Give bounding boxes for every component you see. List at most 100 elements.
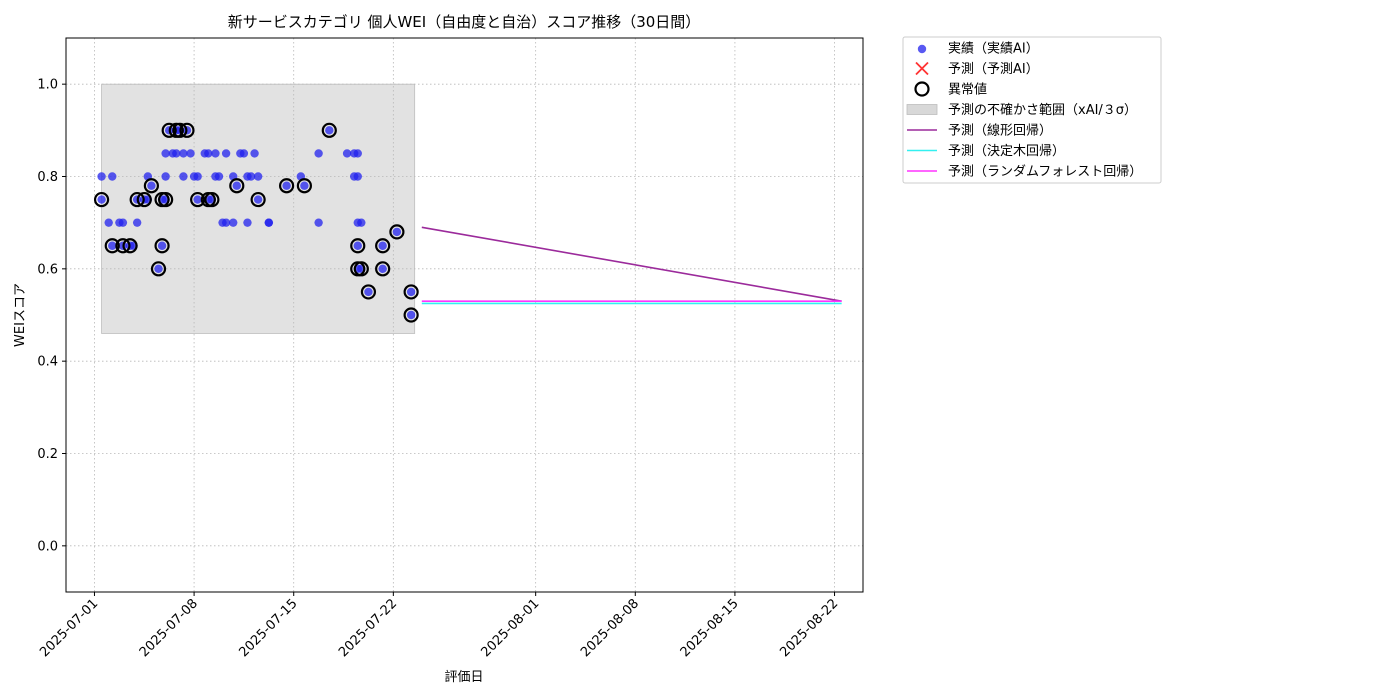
anomaly-marker (136, 191, 152, 208)
x-tick-label: 2025-07-15 (237, 596, 301, 660)
actual-point (193, 172, 202, 181)
x-axis-label: 評価日 (444, 670, 483, 685)
anomaly-marker (161, 122, 177, 138)
actual-point (353, 241, 362, 250)
forecast-line-layer (421, 226, 842, 305)
actual-point (204, 149, 213, 158)
actual-point (239, 149, 249, 158)
anomaly-marker (229, 178, 245, 194)
uncertainty-band (101, 83, 416, 334)
actual-point (342, 149, 352, 158)
actual-point (264, 218, 274, 227)
forecast-line (421, 226, 842, 302)
anomaly-marker (179, 122, 195, 138)
actual-point (221, 218, 231, 227)
uncertainty-band-layer (101, 83, 416, 334)
anomaly-marker (154, 238, 170, 254)
legend-label: 予測の不確かさ範囲（xAI/３σ） (948, 102, 1137, 118)
x-axis-ticks: 2025-07-01 2025-07-08 2025-07-15 2025-07-22… (37, 592, 841, 660)
anomaly-marker (389, 224, 405, 240)
actual-point (357, 218, 366, 227)
anomaly-marker (143, 178, 159, 194)
anomaly-marker (129, 191, 145, 208)
anomaly-marker (104, 238, 120, 254)
actual-point (108, 172, 117, 181)
actual-point-layer (97, 126, 416, 320)
anomaly-marker (375, 261, 391, 277)
y-tick-label: 0.4 (37, 355, 58, 370)
actual-point (314, 218, 323, 227)
y-axis-label: WEIスコア (13, 283, 28, 347)
x-tick-label: 2025-07-01 (37, 596, 101, 660)
actual-point (353, 149, 362, 158)
legend-frame (902, 36, 1162, 184)
legend-label: 予測（ランダムフォレスト回帰） (948, 164, 1142, 180)
y-tick-label: 0.2 (37, 447, 58, 462)
y-tick-label: 0.6 (37, 262, 58, 277)
actual-point (118, 218, 128, 227)
anomaly-marker (375, 238, 391, 254)
actual-point (378, 241, 387, 250)
anomaly-marker (150, 261, 167, 277)
actual-point (179, 172, 188, 181)
plot-frame (65, 37, 864, 593)
x-tick-label: 2025-08-22 (777, 596, 841, 660)
x-tick-label: 2025-08-01 (478, 596, 542, 660)
actual-point (97, 172, 106, 181)
x-tick-label: 2025-08-08 (578, 596, 642, 660)
actual-point (300, 181, 309, 190)
x-tick-label: 2025-08-15 (678, 596, 742, 660)
anomaly-marker (172, 122, 188, 138)
actual-point (214, 172, 224, 181)
x-tick-label: 2025-07-08 (137, 596, 201, 660)
actual-point (161, 149, 170, 158)
actual-point (353, 172, 362, 181)
legend-x-icon (915, 61, 929, 76)
legend-label: 実績（実績AI） (948, 41, 1039, 57)
y-tick-label: 1.0 (37, 78, 58, 93)
anomaly-marker (204, 191, 220, 208)
actual-point (392, 227, 402, 237)
actual-point (314, 149, 323, 158)
y-tick-label: 0.0 (37, 539, 58, 554)
legend-label: 予測（線形回帰） (948, 123, 1052, 139)
actual-point (282, 181, 291, 190)
actual-point (253, 172, 263, 181)
anomaly-marker (403, 307, 419, 323)
legend-patch-icon (906, 104, 938, 115)
anomaly-marker (158, 191, 174, 208)
legend-label: 異常値 (948, 82, 987, 98)
y-tick-label: 0.8 (37, 170, 58, 185)
anomaly-marker (115, 238, 131, 254)
anomaly-marker (278, 178, 295, 194)
actual-point (132, 218, 142, 227)
actual-point (406, 310, 416, 320)
actual-point (253, 195, 263, 204)
anomaly-marker (403, 284, 419, 300)
legend-label: 予測（決定木回帰） (948, 143, 1065, 159)
legend-label: 予測（予測AI） (948, 62, 1039, 77)
actual-point (325, 126, 334, 135)
anomaly-marker (353, 261, 369, 277)
anomaly-marker (190, 191, 206, 208)
anomaly-marker (321, 122, 337, 138)
actual-point (243, 218, 252, 227)
actual-point (147, 181, 156, 190)
x-tick-label: 2025-07-22 (336, 596, 400, 660)
actual-point (97, 195, 106, 204)
anomaly-marker (296, 178, 312, 194)
actual-point (161, 172, 170, 181)
actual-point (104, 218, 113, 227)
anomaly-marker (350, 238, 366, 254)
anomaly-marker-layer (93, 122, 419, 323)
anomaly-marker (122, 238, 138, 254)
actual-point (179, 149, 188, 158)
actual-point (378, 264, 387, 274)
anomaly-marker (93, 191, 110, 208)
actual-point (232, 181, 241, 190)
legend-ring-icon (914, 81, 930, 97)
actual-point (364, 287, 373, 297)
legend-dot-icon (917, 44, 927, 54)
actual-point (406, 287, 416, 297)
actual-point (157, 241, 167, 250)
